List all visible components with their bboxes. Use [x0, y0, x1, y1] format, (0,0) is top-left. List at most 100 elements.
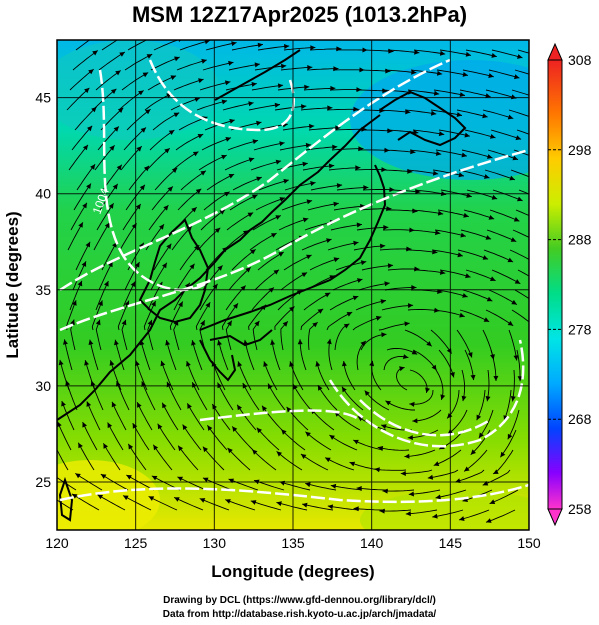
streamline: [123, 127, 147, 151]
streamline: [148, 496, 178, 511]
streamline: [271, 339, 281, 371]
streamline: [206, 173, 235, 191]
streamline-arrowhead: [476, 414, 482, 421]
streamline-arrowhead: [297, 339, 303, 345]
streamline-arrowhead: [435, 230, 441, 236]
streamline: [71, 493, 100, 511]
streamline-arrowhead: [374, 467, 380, 473]
streamline-arrowhead: [88, 69, 94, 75]
streamline: [518, 189, 529, 195]
streamline: [57, 421, 72, 451]
streamline: [517, 49, 529, 54]
streamline: [437, 209, 469, 218]
streamline: [447, 409, 468, 435]
streamline-arrowhead: [537, 96, 543, 101]
streamline: [150, 262, 168, 291]
y-axis-title: Latitude (degrees): [3, 211, 22, 358]
streamline-arrowhead: [201, 58, 207, 64]
streamline-arrowhead: [109, 360, 115, 366]
streamline: [124, 53, 153, 71]
streamline: [382, 489, 415, 492]
streamline: [341, 386, 364, 411]
streamline-arrowhead: [387, 128, 393, 134]
streamline: [410, 69, 443, 75]
streamline: [71, 125, 93, 151]
streamline-arrowhead: [121, 319, 127, 326]
streamline-arrowhead: [139, 184, 145, 191]
streamline: [409, 149, 442, 155]
streamline-arrowhead: [538, 157, 544, 162]
streamline-arrowhead: [512, 155, 518, 161]
streamline-arrowhead: [164, 148, 170, 154]
streamline: [330, 485, 363, 491]
streamline-arrowhead: [186, 225, 192, 232]
streamline: [407, 89, 440, 95]
streamline-arrowhead: [342, 386, 347, 393]
streamline-arrowhead: [182, 424, 188, 430]
streamline-arrowhead: [432, 513, 438, 519]
streamline-arrowhead: [459, 516, 465, 521]
streamline: [433, 89, 466, 96]
streamline: [492, 189, 523, 202]
streamline-arrowhead: [135, 204, 141, 210]
streamline-arrowhead: [514, 279, 521, 284]
streamline-arrowhead: [515, 135, 522, 141]
streamline: [251, 84, 284, 91]
streamline-arrowhead: [212, 283, 218, 290]
streamline: [119, 222, 137, 251]
streamline-arrowhead: [250, 249, 256, 255]
streamline: [258, 179, 289, 191]
streamline: [488, 289, 518, 305]
streamline-arrowhead: [382, 488, 388, 494]
streamline: [57, 477, 77, 491]
streamline: [231, 249, 256, 271]
colorbar-min-arrow: [547, 508, 563, 527]
streamline: [404, 449, 436, 458]
streamline: [361, 129, 393, 132]
streamline: [464, 129, 496, 139]
streamline: [461, 149, 493, 159]
streamline-arrowhead: [310, 45, 316, 51]
streamline-arrowhead: [380, 299, 386, 304]
streamline-arrowhead: [383, 225, 389, 230]
streamline-arrowhead: [410, 149, 416, 155]
streamline-arrowhead: [326, 238, 332, 243]
streamline-arrowhead: [330, 483, 337, 489]
streamline-arrowhead: [353, 439, 359, 445]
streamline: [57, 448, 69, 471]
streamline: [120, 145, 143, 171]
streamline: [128, 165, 150, 191]
streamline-arrowhead: [199, 498, 206, 503]
streamline-arrowhead: [384, 281, 390, 287]
streamline-arrowhead: [148, 496, 155, 501]
streamline: [361, 264, 394, 271]
streamline: [329, 434, 358, 451]
y-tick-label: 35: [35, 282, 51, 298]
streamline-arrowhead: [191, 207, 197, 213]
streamline-arrowhead: [482, 113, 488, 119]
streamline-arrowhead: [409, 401, 415, 407]
streamline-arrowhead: [252, 449, 258, 455]
streamline: [302, 165, 335, 171]
streamline-arrowhead: [151, 475, 158, 481]
streamline-arrowhead: [166, 243, 172, 250]
streamline: [125, 184, 146, 211]
streamline: [222, 102, 254, 111]
streamline-arrowhead: [123, 495, 129, 501]
streamline: [510, 169, 529, 178]
streamline-arrowhead: [276, 451, 282, 457]
streamline-arrowhead: [88, 339, 94, 345]
streamline: [196, 100, 228, 111]
streamline-arrowhead: [302, 502, 308, 508]
streamline: [436, 69, 469, 76]
streamline: [488, 69, 520, 79]
streamline-arrowhead: [86, 401, 92, 407]
streamline-arrowhead: [382, 88, 388, 94]
streamline: [280, 320, 289, 351]
streamline-arrowhead: [281, 429, 287, 435]
streamline-arrowhead: [254, 62, 260, 68]
streamline-arrowhead: [275, 215, 281, 220]
streamline-arrowhead: [224, 80, 231, 86]
streamline-arrowhead: [408, 491, 414, 497]
streamline: [74, 106, 97, 131]
